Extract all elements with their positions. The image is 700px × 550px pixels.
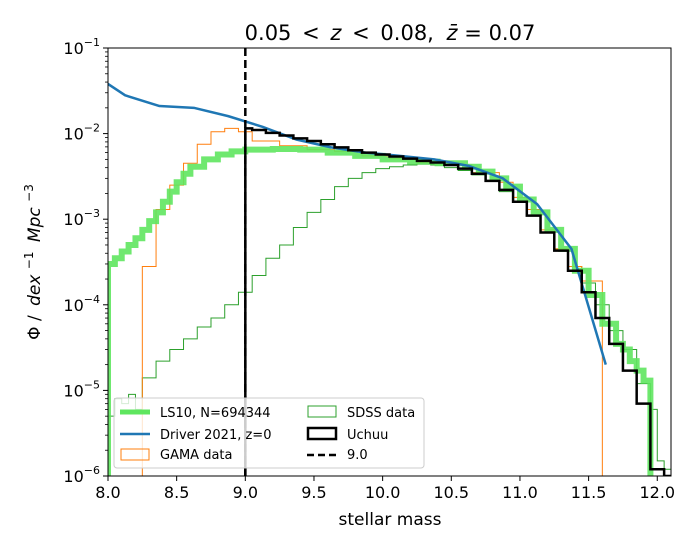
ylabel-dex: dex: [25, 274, 45, 306]
chart-title: 0.05 < z < 0.08, z̄ = 0.07: [245, 21, 536, 45]
y-axis-ticks: 10−6 10−5 10−4 10−3 10−2 10−1: [63, 36, 108, 486]
legend-swatch-gama: [120, 448, 150, 461]
x-tick-label-12-0: 12.0: [639, 483, 675, 502]
legend-swatch-sdss: [307, 405, 337, 418]
x-tick-label-8-0: 8.0: [95, 483, 120, 502]
title-eq: =: [464, 21, 482, 45]
x-tick-label-11-5: 11.5: [571, 483, 607, 502]
x-tick-label-9-5: 9.5: [301, 483, 326, 502]
x-tick-label-10-0: 10.0: [365, 483, 401, 502]
ylabel-slash: /: [25, 315, 45, 321]
legend-label-sdss: SDSS data: [347, 406, 415, 421]
x-tick-label-9-0: 9.0: [233, 483, 258, 502]
legend-label-driver: Driver 2021, z=0: [160, 428, 271, 443]
series-layer: [108, 48, 671, 476]
y-tick-label-4: 10−4: [63, 293, 100, 315]
series-sdss-data: [108, 163, 671, 476]
y-axis-label: Φ / dex −1 Mpc −3: [18, 184, 45, 340]
legend-swatch-uchuu: [306, 426, 338, 441]
ylabel-dex-exp: −1: [22, 251, 36, 269]
ylabel-phi: Φ: [25, 326, 45, 339]
y-tick-label-2: 10−2: [63, 122, 100, 144]
title-range-right: 0.08,: [380, 21, 433, 45]
y-tick-label-6: 10−6: [63, 464, 100, 486]
legend-label-ls10: LS10, N=694344: [160, 406, 271, 421]
title-lt: <: [302, 21, 320, 45]
legend-label-gama: GAMA data: [160, 448, 233, 463]
legend-label-uchuu: Uchuu: [347, 428, 388, 443]
title-range-left: 0.05: [245, 21, 292, 45]
y-tick-label-5: 10−5: [63, 378, 100, 400]
x-tick-label-10-5: 10.5: [433, 483, 469, 502]
ylabel-mpc-exp: −3: [22, 184, 36, 202]
title-lt-2: <: [352, 21, 370, 45]
title-zbar: z̄: [446, 21, 459, 45]
title-zbar-value: 0.07: [489, 21, 536, 45]
legend: LS10, N=694344 Driver 2021, z=0 GAMA dat…: [113, 397, 425, 469]
x-axis-label: stellar mass: [339, 510, 442, 530]
ylabel-mpc: Mpc: [25, 207, 45, 242]
legend-label-vline: 9.0: [347, 448, 368, 463]
x-tick-label-11-0: 11.0: [502, 483, 538, 502]
legend-frame: [113, 397, 425, 469]
x-tick-label-8-5: 8.5: [164, 483, 189, 502]
y-tick-label-1: 10−1: [63, 36, 100, 58]
plot-frame: [107, 47, 672, 477]
x-axis-ticks: 8.0 8.5 9.0 9.5 10.0 10.5 11.0 11.5 12.0: [95, 476, 675, 502]
title-z: z: [329, 21, 342, 45]
y-tick-label-3: 10−3: [63, 207, 100, 229]
series-uchuu: [244, 127, 671, 476]
